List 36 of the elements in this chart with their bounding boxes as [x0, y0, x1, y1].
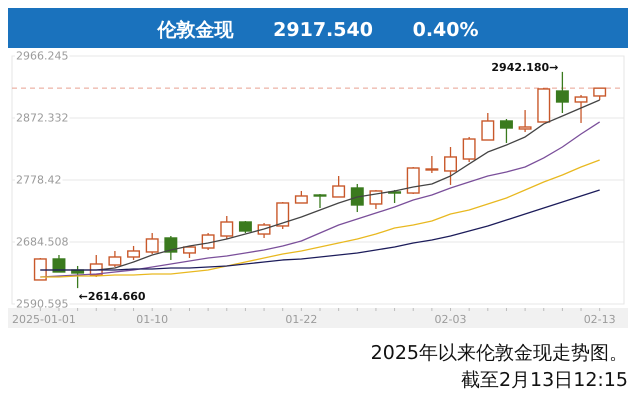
x-tick-label: 01-10 [136, 313, 168, 326]
y-tick-label: 2872.332 [16, 112, 68, 124]
annotation: 2942.180→ [491, 60, 558, 74]
y-tick-label: 2966.245 [16, 50, 68, 62]
candlestick [127, 245, 140, 261]
y-tick-label: 2684.508 [16, 236, 68, 248]
candlestick [556, 71, 569, 114]
candlestick [146, 232, 159, 255]
text: 2025年以来伦敦金现走势图。 [370, 342, 628, 364]
candlestick [183, 245, 196, 259]
x-tick-label: 02-13 [584, 313, 616, 326]
candlestick [238, 220, 252, 234]
candlestick [444, 146, 457, 186]
candlestick [332, 175, 346, 198]
candlestick [593, 87, 606, 101]
candlestick [500, 118, 513, 144]
candlestick [350, 183, 364, 213]
candlestick [462, 136, 476, 163]
x-tick-label: 02-03 [434, 313, 466, 326]
candlestick [52, 254, 66, 273]
candlestick [34, 257, 47, 281]
chart-title: 伦敦金现 2917.540 0.40% [156, 19, 479, 41]
text: 截至2月13日12:15 [460, 369, 628, 391]
candlestick [574, 94, 588, 124]
candlestick [276, 201, 290, 230]
candlestick [518, 109, 532, 133]
candlestick [108, 250, 122, 268]
candlestick [164, 235, 178, 261]
candlestick [294, 190, 308, 204]
y-tick-label: 2778.42 [16, 174, 62, 186]
annotation: ←2614.660 [78, 290, 146, 304]
y-tick-label: 2590.595 [16, 298, 68, 310]
x-tick-label: 2025-01-01 [12, 313, 76, 326]
candlestick [220, 215, 234, 240]
x-tick-label: 01-22 [285, 313, 318, 326]
candlestick [481, 112, 494, 141]
